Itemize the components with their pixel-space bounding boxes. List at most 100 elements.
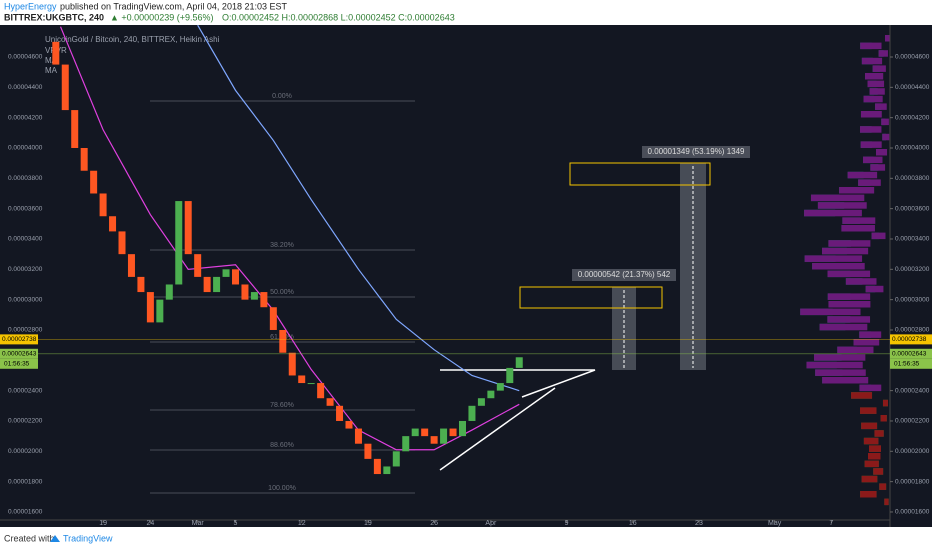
candle — [118, 231, 126, 255]
vp-bar — [800, 308, 861, 316]
vp-bar — [865, 285, 884, 293]
vp-bar — [860, 407, 877, 414]
candle — [364, 443, 372, 459]
footer-brand[interactable]: TradingView — [63, 533, 113, 543]
price-tag — [890, 334, 932, 345]
y-tick-label: 0.00003000 — [895, 296, 930, 303]
countdown-bg — [890, 358, 932, 369]
countdown-bg — [0, 358, 38, 369]
y-tick-label: 0.00004400 — [895, 84, 930, 91]
y-tick-label: 0.00003600 — [8, 205, 43, 212]
vp-bar — [858, 179, 881, 186]
candle — [430, 436, 438, 444]
candle — [250, 292, 258, 300]
x-tick-label: 19 — [364, 520, 372, 527]
vp-bar — [804, 255, 863, 262]
symbol: BITTREX:UKGBTC, 240 — [4, 12, 104, 22]
y-tick-label: 0.00002000 — [8, 448, 43, 455]
candle — [345, 420, 353, 429]
y-tick-label: 0.00004200 — [895, 114, 930, 121]
candle — [156, 299, 164, 323]
vp-bar — [827, 316, 871, 323]
published: published on TradingView.com, April 04, … — [60, 1, 287, 11]
vp-bar — [839, 187, 875, 194]
price-axis — [890, 25, 932, 527]
vp-bar — [841, 225, 875, 232]
chart-background — [0, 25, 932, 527]
countdown: 01:56:35 — [4, 361, 30, 368]
candle — [449, 428, 457, 437]
candle — [109, 216, 117, 232]
price-tag-label: 0.00002643 — [2, 351, 37, 358]
vp-bar — [860, 141, 882, 148]
candle — [213, 276, 221, 293]
vp-bar — [880, 415, 887, 422]
y-tick-label: 0.00002800 — [8, 327, 43, 334]
vp-bar — [827, 270, 871, 278]
vp-bar — [872, 65, 886, 72]
candle — [496, 383, 504, 391]
vp-bar — [810, 194, 865, 202]
candle — [515, 357, 523, 368]
fib-label: 0.00% — [272, 93, 292, 100]
vp-bar — [817, 202, 867, 209]
price-tag-label: 0.00002738 — [2, 336, 37, 343]
x-tick-label: 7 — [829, 520, 833, 527]
footer-text: Created with — [4, 533, 55, 543]
x-tick-label: 16 — [629, 520, 637, 527]
volume-profile — [800, 35, 891, 506]
vp-bar — [874, 430, 884, 437]
candle — [336, 405, 344, 421]
vp-bar — [884, 498, 889, 506]
fib-label: 38.20% — [270, 242, 294, 249]
y-tick-label: 0.00004400 — [8, 84, 43, 91]
vp-bar — [828, 301, 871, 308]
candle — [421, 428, 429, 437]
candle — [402, 436, 410, 452]
vp-bar — [869, 445, 882, 452]
measure-label-bg — [642, 146, 750, 158]
y-tick-label: 0.00002200 — [8, 418, 43, 425]
author[interactable]: HyperEnergy — [4, 1, 57, 11]
y-tick-label: 0.00004000 — [895, 145, 930, 152]
vp-bar — [860, 42, 882, 50]
candle — [137, 276, 145, 293]
countdown: 01:56:35 — [894, 361, 920, 368]
candle — [506, 367, 514, 384]
x-tick-label: 23 — [695, 520, 703, 527]
price-tag — [0, 348, 38, 359]
vp-bar — [860, 126, 882, 133]
price-tag — [0, 334, 38, 345]
candle — [175, 201, 183, 285]
vp-bar — [882, 133, 890, 141]
measure-label-bg — [572, 269, 676, 281]
x-tick-label: 26 — [430, 520, 438, 527]
trend-line — [439, 387, 556, 471]
vp-bar — [812, 263, 865, 270]
vp-bar — [876, 149, 888, 156]
candle — [307, 383, 315, 385]
change: ▲ +0.00000239 (+9.56%) — [110, 12, 213, 22]
y-tick-label: 0.00003400 — [895, 236, 930, 243]
candle — [232, 269, 240, 285]
ohlc: O:0.00002452 H:0.00002868 L:0.00002452 C… — [222, 12, 455, 22]
candle — [184, 201, 192, 255]
vp-bar — [859, 384, 882, 392]
target-box — [519, 286, 663, 309]
candle — [279, 329, 287, 353]
x-tick-label: 9 — [565, 520, 569, 527]
candle — [71, 110, 79, 148]
vp-bar — [804, 209, 862, 217]
price-tag — [890, 348, 932, 359]
legend-ma: MA — [45, 56, 58, 65]
candle — [373, 458, 381, 475]
y-tick-label: 0.00001600 — [8, 509, 43, 516]
vp-bar — [819, 323, 868, 331]
y-tick-label: 0.00004000 — [8, 145, 43, 152]
candle — [222, 269, 230, 277]
candle — [269, 307, 277, 330]
triangle — [440, 369, 596, 398]
y-tick-label: 0.00004600 — [8, 54, 43, 61]
x-tick-label: May — [768, 520, 782, 527]
